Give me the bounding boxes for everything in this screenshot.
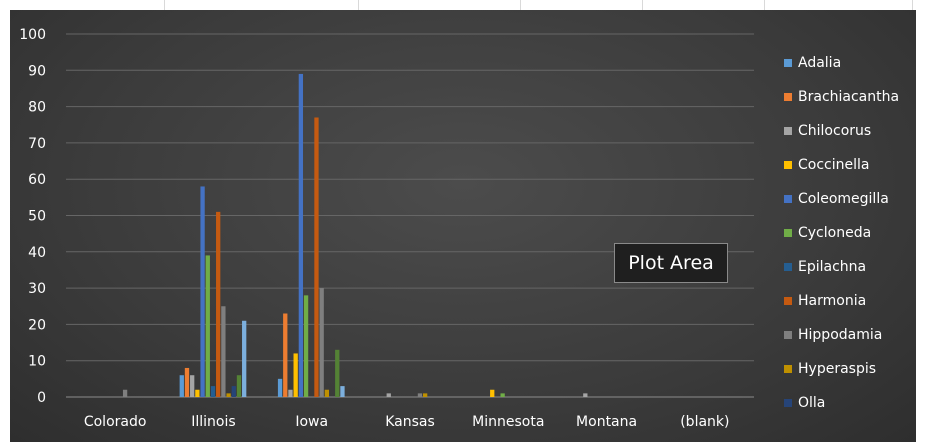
legend-item[interactable]: Coleomegilla [784, 182, 914, 216]
bar[interactable] [314, 117, 319, 398]
bar[interactable] [490, 389, 495, 397]
legend-label: Brachiacantha [798, 89, 900, 105]
bar[interactable] [231, 386, 236, 397]
bar[interactable] [200, 186, 205, 397]
legend-swatch [784, 127, 792, 135]
bar[interactable] [179, 375, 184, 397]
bar[interactable] [293, 353, 298, 397]
x-tick-label: Colorado [84, 414, 147, 430]
spreadsheet-grid-top [0, 0, 926, 10]
legend-item[interactable]: Chilocorus [784, 114, 914, 148]
legend-label: Coleomegilla [798, 191, 889, 207]
spreadsheet-grid-right [916, 10, 926, 442]
y-tick-label: 60 [28, 172, 46, 188]
bar[interactable] [226, 393, 231, 397]
legend-label: Olla [798, 395, 826, 411]
chart-area[interactable] [10, 10, 916, 442]
bar[interactable] [386, 393, 391, 397]
y-tick-label: 100 [19, 27, 46, 43]
bar[interactable] [324, 389, 330, 397]
bar[interactable] [190, 375, 195, 397]
legend-swatch [784, 93, 792, 101]
legend-label: Hyperaspis [798, 361, 877, 377]
tooltip-label: Plot Area [628, 252, 714, 274]
legend-swatch [784, 229, 792, 237]
x-tick-label: Montana [576, 414, 637, 430]
y-tick-label: 30 [28, 281, 46, 297]
legend-item[interactable]: Olla [784, 386, 914, 420]
x-tick-label: Iowa [295, 414, 328, 430]
legend-label: Adalia [798, 55, 842, 71]
y-tick-label: 50 [28, 209, 46, 225]
bar[interactable] [423, 393, 428, 397]
legend-label: Cycloneda [798, 225, 872, 241]
legend-label: Coccinella [798, 157, 870, 173]
bar[interactable] [210, 386, 216, 397]
bar[interactable] [417, 393, 423, 397]
bar[interactable] [288, 389, 293, 397]
legend-label: Chilocorus [798, 123, 872, 139]
x-tick-label: (blank) [680, 414, 729, 430]
legend-item[interactable]: Hyperaspis [784, 352, 914, 386]
bar[interactable] [216, 211, 221, 397]
legend-label: Harmonia [798, 293, 867, 309]
bar[interactable] [500, 393, 505, 397]
legend-swatch [784, 161, 792, 169]
y-tick-label: 0 [37, 390, 46, 406]
x-tick-label: Minnesota [472, 414, 544, 430]
y-tick-label: 90 [28, 63, 46, 79]
legend-swatch [784, 399, 792, 407]
legend-item[interactable]: Cycloneda [784, 216, 914, 250]
legend-item[interactable]: Brachiacantha [784, 80, 914, 114]
plot-area-tooltip: Plot Area [614, 243, 728, 283]
legend-swatch [784, 331, 792, 339]
y-tick-label: 80 [28, 100, 46, 116]
legend-item[interactable]: Adalia [784, 46, 914, 80]
x-tick-label: Illinois [191, 414, 235, 430]
legend-swatch [784, 365, 792, 373]
bar[interactable] [298, 73, 304, 398]
legend-item[interactable]: Harmonia [784, 284, 914, 318]
bar[interactable] [205, 255, 210, 397]
y-tick-label: 10 [28, 354, 46, 370]
legend-label: Epilachna [798, 259, 867, 275]
bar[interactable] [195, 389, 200, 397]
chart-legend[interactable]: Adalia Brachiacantha Chilocorus Coccinella C… [784, 46, 914, 420]
y-tick-label: 20 [28, 317, 46, 333]
bar[interactable] [236, 375, 242, 397]
bar[interactable] [221, 306, 226, 397]
bar[interactable] [283, 313, 288, 397]
bar[interactable] [303, 295, 309, 397]
legend-swatch [784, 297, 792, 305]
y-tick-label: 70 [28, 136, 46, 152]
legend-item[interactable]: Epilachna [784, 250, 914, 284]
legend-swatch [784, 59, 792, 67]
bar[interactable] [340, 386, 345, 397]
bar[interactable] [242, 320, 247, 397]
legend-swatch [784, 195, 792, 203]
y-tick-label: 40 [28, 245, 46, 261]
legend-label: Hippodamia [798, 327, 883, 343]
legend-item[interactable]: Hippodamia [784, 318, 914, 352]
legend-item[interactable]: Coccinella [784, 148, 914, 182]
bar[interactable] [335, 349, 340, 397]
bar[interactable] [319, 288, 324, 397]
bar[interactable] [583, 393, 588, 397]
bar[interactable] [184, 367, 190, 397]
x-tick-label: Kansas [385, 414, 435, 430]
legend-swatch [784, 263, 792, 271]
bar[interactable] [122, 389, 128, 397]
bar[interactable] [277, 378, 283, 397]
